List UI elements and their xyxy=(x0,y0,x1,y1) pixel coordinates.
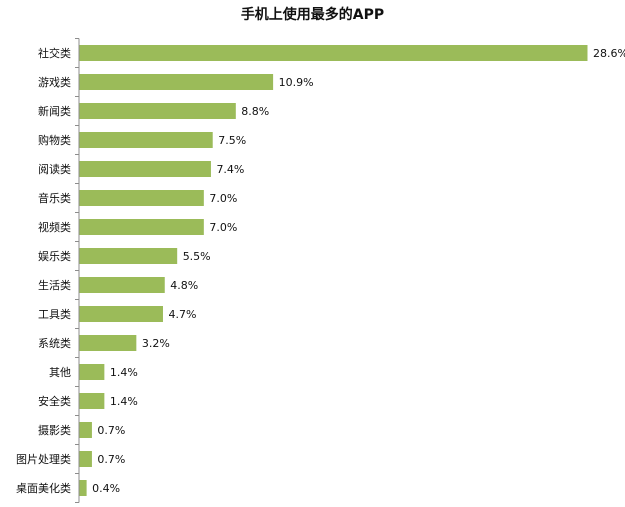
bar xyxy=(79,393,105,409)
category-label: 工具类 xyxy=(38,307,71,321)
value-label: 5.5% xyxy=(183,250,211,263)
category-label: 购物类 xyxy=(38,133,71,147)
category-label: 游戏类 xyxy=(38,75,71,89)
bar xyxy=(79,74,274,90)
category-label: 图片处理类 xyxy=(16,452,71,466)
bar xyxy=(79,219,204,235)
value-label: 0.7% xyxy=(97,424,125,437)
value-label: 7.0% xyxy=(209,221,237,234)
value-label: 7.5% xyxy=(218,134,246,147)
category-label: 桌面美化类 xyxy=(16,481,71,495)
category-label: 新闻类 xyxy=(38,104,71,118)
category-label: 摄影类 xyxy=(38,423,71,437)
category-label: 娱乐类 xyxy=(38,249,71,263)
value-label: 0.7% xyxy=(97,453,125,466)
bar xyxy=(79,103,236,119)
bar xyxy=(79,364,105,380)
bar xyxy=(79,277,165,293)
bar xyxy=(79,306,163,322)
bar xyxy=(79,335,137,351)
bar xyxy=(79,248,178,264)
value-label: 7.4% xyxy=(216,163,244,176)
bar xyxy=(79,132,213,148)
value-label: 4.8% xyxy=(170,279,198,292)
value-label: 4.7% xyxy=(168,308,196,321)
value-label: 3.2% xyxy=(142,337,170,350)
category-label: 系统类 xyxy=(38,336,71,350)
category-label: 其他 xyxy=(49,366,71,379)
value-label: 8.8% xyxy=(241,105,269,118)
value-label: 7.0% xyxy=(209,192,237,205)
value-label: 1.4% xyxy=(110,366,138,379)
category-label: 阅读类 xyxy=(38,162,71,176)
bar xyxy=(79,451,92,467)
bar xyxy=(79,480,87,496)
bar xyxy=(79,161,211,177)
category-label: 安全类 xyxy=(38,394,71,408)
category-label: 社交类 xyxy=(38,46,71,60)
chart-title: 手机上使用最多的APP xyxy=(240,7,385,23)
category-label: 音乐类 xyxy=(38,191,71,205)
value-label: 28.6% xyxy=(593,47,625,60)
category-label: 生活类 xyxy=(38,278,71,292)
bar xyxy=(79,190,204,206)
bar xyxy=(79,45,588,61)
value-label: 10.9% xyxy=(279,76,314,89)
value-label: 1.4% xyxy=(110,395,138,408)
bar xyxy=(79,422,92,438)
value-label: 0.4% xyxy=(92,482,120,495)
category-label: 视频类 xyxy=(38,220,71,234)
